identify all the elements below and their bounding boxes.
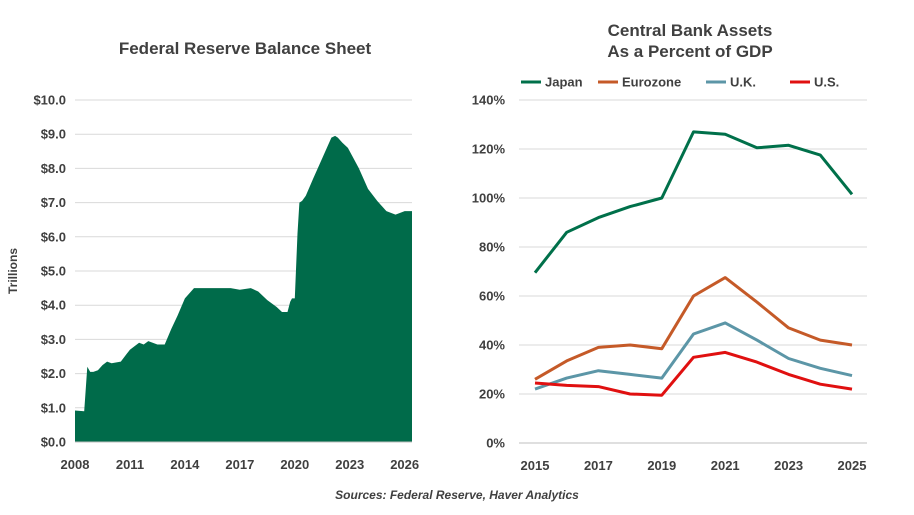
y-tick-label: $8.0 [41, 161, 66, 176]
x-tick-label: 2015 [521, 458, 550, 473]
x-tick-label: 2014 [170, 457, 200, 472]
y-tick-label: $5.0 [41, 264, 66, 279]
y-tick-label: 120% [472, 142, 506, 157]
source-note: Sources: Federal Reserve, Haver Analytic… [335, 488, 579, 502]
legend-label: U.K. [730, 75, 756, 90]
x-tick-label: 2021 [711, 458, 740, 473]
series-line-u-s [534, 350, 853, 397]
right-chart-title-line-1: Central Bank Assets [607, 21, 773, 40]
series-line-u-k [534, 321, 853, 391]
y-tick-label: $6.0 [41, 229, 66, 244]
y-tick-label: $7.0 [41, 195, 66, 210]
x-tick-label: 2025 [838, 458, 867, 473]
right-chart-title-line-2: As a Percent of GDP [607, 42, 773, 61]
x-tick-label: 2023 [774, 458, 803, 473]
y-tick-label: $2.0 [41, 366, 66, 381]
y-tick-label: $10.0 [33, 93, 66, 108]
y-tick-label: $9.0 [41, 127, 66, 142]
x-tick-label: 2017 [584, 458, 613, 473]
y-tick-label: $1.0 [41, 400, 66, 415]
x-tick-label: 2011 [116, 457, 144, 472]
left-chart-title: Federal Reserve Balance Sheet [118, 39, 372, 58]
y-axis-label: Trillions [6, 248, 20, 294]
y-tick-label: 100% [472, 191, 506, 206]
y-tick-label: $3.0 [41, 332, 66, 347]
legend-label: Japan [545, 75, 583, 90]
y-tick-label: 0% [486, 436, 505, 451]
y-tick-label: 20% [479, 387, 505, 402]
legend-label: Eurozone [622, 75, 681, 90]
x-tick-label: 2026 [390, 457, 419, 472]
balance-sheet-area [75, 135, 412, 442]
series-line-japan [533, 130, 854, 274]
series-line-eurozone [534, 276, 853, 381]
y-tick-label: $4.0 [41, 298, 66, 313]
y-tick-label: 60% [479, 289, 505, 304]
y-tick-label: 80% [479, 240, 505, 255]
x-tick-label: 2020 [280, 457, 309, 472]
x-tick-label: 2017 [225, 457, 254, 472]
legend-label: U.S. [814, 75, 839, 90]
x-tick-label: 2019 [647, 458, 676, 473]
x-tick-label: 2023 [335, 457, 364, 472]
x-tick-label: 2008 [61, 457, 90, 472]
y-tick-label: 140% [472, 93, 506, 108]
y-tick-label: $0.0 [41, 435, 66, 450]
y-tick-label: 40% [479, 338, 505, 353]
right-chart-title: Central Bank Assets As a Percent of GDP [515, 20, 865, 62]
